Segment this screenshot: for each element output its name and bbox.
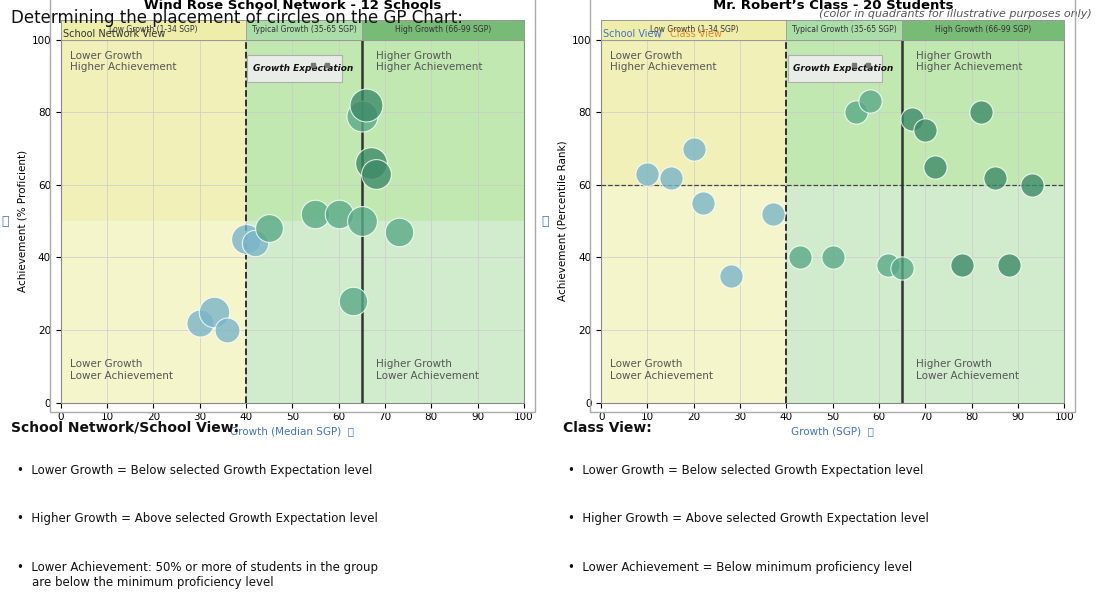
Point (893, 264, 911, 273)
Title: Wind Rose School Network - 12 Schools: Wind Rose School Network - 12 Schools (143, 0, 441, 12)
Text: Growth Expectation: Growth Expectation (793, 64, 893, 73)
Text: Higher Growth
Higher Achievement: Higher Growth Higher Achievement (917, 51, 1022, 72)
Text: Lower Growth
Higher Achievement: Lower Growth Higher Achievement (610, 51, 717, 72)
Text: (color in quadrants for illustrative purposes only): (color in quadrants for illustrative pur… (820, 9, 1092, 19)
Text: •  Higher Growth = Above selected Growth Expectation level: • Higher Growth = Above selected Growth … (17, 512, 377, 525)
Point (917, 126, 934, 135)
Text: High Growth (66-99 SGP): High Growth (66-99 SGP) (395, 25, 491, 34)
Text: ⓘ: ⓘ (1, 215, 9, 228)
Point (986, 173, 1004, 182)
Point (218, 325, 236, 335)
Text: School Network/School View:: School Network/School View: (11, 421, 239, 435)
Point (390, 227, 408, 237)
Point (191, 318, 208, 328)
Bar (362, 20, 524, 40)
FancyBboxPatch shape (247, 56, 342, 82)
Point (954, 260, 972, 270)
Point (847, 107, 865, 117)
Point (353, 217, 371, 226)
Point (344, 296, 362, 306)
Text: Low Growth (1-34 SGP): Low Growth (1-34 SGP) (109, 25, 197, 34)
Point (1024, 180, 1041, 190)
Text: School Network View: School Network View (63, 29, 165, 39)
X-axis label: Growth (SGP)  ⓘ: Growth (SGP) ⓘ (791, 426, 875, 437)
Point (260, 223, 278, 233)
FancyBboxPatch shape (788, 56, 882, 82)
Bar (601, 20, 1064, 40)
Point (685, 143, 703, 153)
Point (824, 253, 842, 262)
Text: Higher Growth
Higher Achievement: Higher Growth Higher Achievement (376, 51, 482, 72)
Text: Higher Growth
Lower Achievement: Higher Growth Lower Achievement (917, 359, 1019, 381)
Text: Class View:: Class View: (563, 421, 651, 435)
Point (362, 158, 379, 168)
Bar (61, 20, 246, 40)
Point (639, 169, 656, 179)
Text: ⓘ: ⓘ (542, 215, 549, 228)
Point (307, 209, 324, 219)
Point (353, 111, 371, 121)
Title: Mr. Robert’s Class - 20 Students: Mr. Robert’s Class - 20 Students (713, 0, 953, 12)
Point (902, 115, 920, 124)
Text: Lower Growth
Higher Achievement: Lower Growth Higher Achievement (69, 51, 176, 72)
X-axis label: Growth (Median SGP)  ⓘ: Growth (Median SGP) ⓘ (231, 426, 354, 437)
Text: Class View: Class View (670, 29, 721, 39)
Bar (61, 20, 524, 40)
Point (330, 209, 347, 219)
Text: High Growth (66-99 SGP): High Growth (66-99 SGP) (935, 25, 1031, 34)
Point (357, 100, 375, 110)
Point (237, 234, 255, 244)
Bar (601, 20, 786, 40)
Point (879, 260, 897, 270)
Text: •  Lower Achievement: 50% or more of students in the group
    are below the min: • Lower Achievement: 50% or more of stud… (17, 561, 377, 589)
Text: Higher Growth
Lower Achievement: Higher Growth Lower Achievement (376, 359, 479, 381)
Text: •  Higher Growth = Above selected Growth Expectation level: • Higher Growth = Above selected Growth … (568, 512, 929, 525)
Bar (246, 20, 362, 40)
Text: Determining the placement of circles on the GP Chart:: Determining the placement of circles on … (11, 9, 463, 27)
Point (972, 107, 989, 117)
Text: Lower Growth
Lower Achievement: Lower Growth Lower Achievement (610, 359, 714, 381)
Point (925, 162, 943, 171)
Bar (902, 20, 1064, 40)
Text: •  Lower Growth = Below selected Growth Expectation level: • Lower Growth = Below selected Growth E… (568, 464, 923, 476)
Point (246, 238, 264, 248)
Text: /: / (656, 29, 666, 39)
Text: •  Lower Achievement = Below minimum proficiency level: • Lower Achievement = Below minimum prof… (568, 561, 912, 574)
Point (694, 198, 711, 208)
Point (722, 271, 740, 281)
Point (367, 169, 385, 179)
Text: Typical Growth (35-65 SGP): Typical Growth (35-65 SGP) (251, 25, 356, 34)
Point (763, 209, 781, 219)
Text: Lower Growth
Lower Achievement: Lower Growth Lower Achievement (69, 359, 173, 381)
Point (662, 173, 679, 182)
Text: Typical Growth (35-65 SGP): Typical Growth (35-65 SGP) (792, 25, 897, 34)
Text: •  Lower Growth = Below selected Growth Expectation level: • Lower Growth = Below selected Growth E… (17, 464, 372, 476)
Point (861, 96, 879, 106)
Bar (786, 20, 902, 40)
Y-axis label: Achievement (Percentile Rank): Achievement (Percentile Rank) (558, 141, 568, 301)
Text: Growth Expectation: Growth Expectation (253, 64, 353, 73)
Point (792, 253, 810, 262)
Point (205, 307, 223, 317)
Point (1000, 260, 1018, 270)
Text: School View: School View (603, 29, 662, 39)
Y-axis label: Achievement (% Proficient): Achievement (% Proficient) (18, 150, 28, 292)
Text: Low Growth (1-34 SGP): Low Growth (1-34 SGP) (650, 25, 738, 34)
